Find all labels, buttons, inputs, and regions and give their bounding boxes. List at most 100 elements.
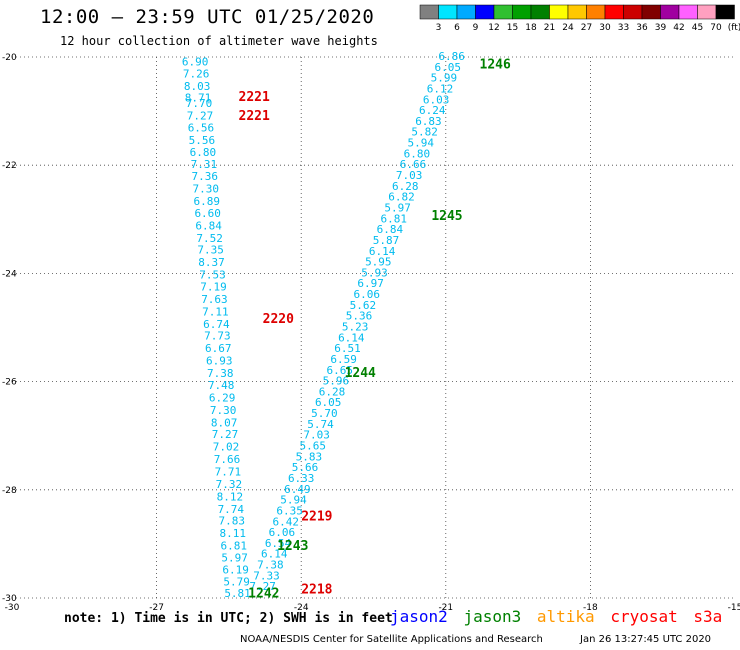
- y-tick-label: -26: [2, 378, 17, 388]
- wave-height-value: 5.70: [311, 407, 338, 420]
- colorbar-label: 33: [618, 23, 629, 33]
- wave-height-value: 6.14: [338, 331, 365, 344]
- wave-height-value: 6.65: [327, 364, 354, 377]
- wave-height-value: 5.79: [223, 575, 250, 588]
- colorbar-swatch: [438, 4, 458, 20]
- wave-height-value: 6.14: [369, 245, 396, 258]
- wave-height-value: 6.54: [265, 537, 292, 550]
- wave-height-value: 6.83: [415, 115, 442, 128]
- colorbar-swatch: [512, 4, 532, 20]
- pass-number-label: 2219: [301, 509, 332, 524]
- wave-height-value: 7.27: [187, 110, 214, 123]
- colorbar-swatch: [586, 4, 606, 20]
- y-tick-label: -28: [2, 486, 17, 496]
- colorbar-swatch: [678, 4, 698, 20]
- wave-height-value: 5.96: [323, 375, 350, 388]
- wave-height-value: 6.86: [438, 50, 465, 63]
- wave-height-value: 7.35: [197, 244, 224, 257]
- wave-height-value: 6.59: [330, 353, 357, 366]
- wave-height-value: 7.27: [249, 580, 276, 593]
- wave-height-value: 6.60: [194, 207, 221, 220]
- wave-height-value: 5.97: [384, 201, 411, 214]
- colorbar-swatch: [493, 4, 513, 20]
- wave-height-value: 6.80: [190, 146, 217, 159]
- legend-altika: altika: [536, 607, 595, 626]
- colorbar-label: 12: [488, 23, 499, 33]
- legend-jason2: jason2: [390, 607, 448, 626]
- wave-height-value: 6.93: [206, 355, 233, 368]
- pass-number-label: 1246: [480, 58, 511, 73]
- pass-number-label: 2218: [301, 582, 332, 597]
- wave-height-value: 7.03: [396, 169, 423, 182]
- colorbar-legend: 3 6 9 12 15 18 21 24 27 30 33 36 39 42 45 70 (ft): [419, 4, 740, 33]
- y-tick-label: -24: [2, 269, 17, 279]
- wave-height-value: 7.27: [212, 428, 239, 441]
- x-tick-label: -18: [583, 603, 598, 613]
- wave-height-value: 5.74: [307, 418, 334, 431]
- colorbar-swatch: [715, 4, 735, 20]
- wave-height-value: 6.12: [427, 82, 454, 95]
- wave-height-value: 6.82: [388, 191, 415, 204]
- colorbar-label: 45: [692, 23, 703, 33]
- colorbar-label: 70: [710, 23, 722, 33]
- wave-height-value: 7.30: [210, 404, 237, 417]
- wave-height-value: 7.48: [208, 379, 235, 392]
- wave-height-value: 6.05: [315, 396, 342, 409]
- wave-height-value: 7.36: [192, 170, 219, 183]
- colorbar-swatch: [530, 4, 550, 20]
- wave-height-value: 5.97: [221, 552, 248, 565]
- wave-height-value: 7.38: [257, 559, 284, 572]
- credit-timestamp: Jan 26 13:27:45 UTC 2020: [580, 634, 712, 645]
- wave-height-value: 8.71: [185, 92, 212, 105]
- pass-number-label: 1243: [277, 539, 308, 554]
- wave-height-value: 6.81: [220, 540, 247, 553]
- pass-number-label: 1242: [248, 587, 279, 602]
- wave-height-value: 7.30: [193, 183, 220, 196]
- colorbar-swatch: [567, 4, 587, 20]
- colorbar-label: 39: [655, 23, 667, 33]
- wave-height-value: 5.82: [411, 126, 438, 139]
- y-tick-label: -30: [2, 594, 17, 604]
- wave-height-value: 8.37: [198, 256, 225, 269]
- pass-number-label: 2220: [263, 312, 294, 327]
- wave-height-value: 5.99: [431, 72, 458, 85]
- wave-height-value: 7.19: [200, 280, 227, 293]
- x-tick-label: -21: [438, 603, 453, 613]
- wave-height-value: 6.33: [288, 472, 315, 485]
- wave-height-value: 8.07: [211, 416, 238, 429]
- wave-height-value: 7.02: [213, 441, 240, 454]
- colorbar-swatch: [475, 4, 495, 20]
- colorbar-label: 15: [507, 23, 518, 33]
- colorbar-label: 6: [454, 23, 460, 33]
- wave-height-value: 5.62: [350, 299, 377, 312]
- wave-height-value: 6.49: [284, 483, 311, 496]
- wave-height-value: 5.83: [296, 450, 323, 463]
- chart-title: 12:00 — 23:59 UTC 01/25/2020: [40, 6, 375, 28]
- wave-height-value: 7.83: [219, 515, 246, 528]
- wave-height-value: 6.84: [195, 219, 222, 232]
- wave-height-value: 7.74: [218, 503, 245, 516]
- wave-height-value: 7.03: [303, 429, 330, 442]
- y-tick-label: -20: [2, 53, 17, 63]
- wave-height-value: 7.11: [202, 305, 229, 318]
- wave-height-value: 7.38: [207, 367, 234, 380]
- wave-height-value: 7.66: [214, 453, 241, 466]
- wave-height-value: 6.05: [434, 61, 461, 74]
- wave-height-value: 6.03: [423, 93, 450, 106]
- colorbar-swatch: [660, 4, 680, 20]
- colorbar-label: (ft): [728, 23, 740, 33]
- pass-number-label: 2221: [239, 109, 270, 124]
- wave-height-value: 6.42: [273, 515, 300, 528]
- colorbar-label: 42: [673, 23, 684, 33]
- wave-height-value: 8.03: [184, 80, 211, 93]
- x-tick-label: -30: [5, 603, 20, 613]
- credit-text: NOAA/NESDIS Center for Satellite Applica…: [240, 634, 543, 645]
- wave-height-value: 7.63: [201, 293, 228, 306]
- pass-number-label: 1244: [345, 366, 376, 381]
- colorbar-label: 3: [436, 23, 442, 33]
- wave-height-value: 6.24: [419, 104, 446, 117]
- wave-height-value: 6.28: [392, 180, 419, 193]
- wave-height-value: 5.65: [300, 440, 327, 453]
- wave-height-value: 7.31: [191, 158, 218, 171]
